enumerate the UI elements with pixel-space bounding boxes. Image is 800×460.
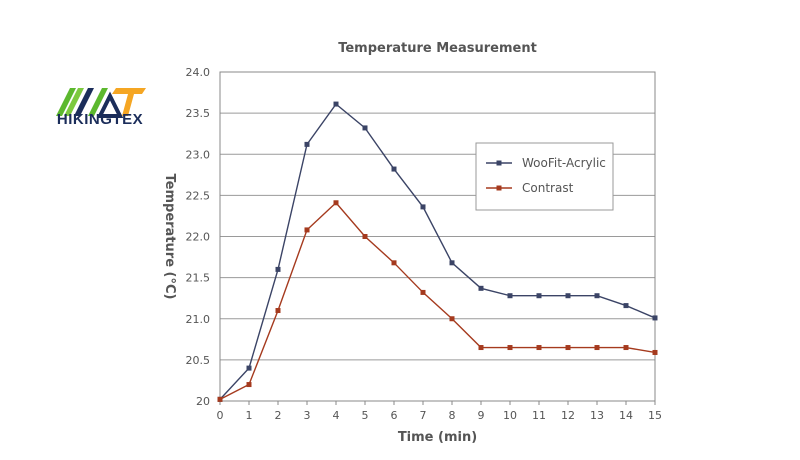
- data-point: [623, 345, 629, 351]
- x-tick-label: 15: [648, 409, 662, 422]
- data-point: [594, 293, 600, 299]
- data-point: [507, 293, 513, 299]
- data-point: [246, 382, 252, 388]
- data-point: [594, 345, 600, 351]
- legend-label: WooFit-Acrylic: [522, 156, 606, 170]
- x-tick-label: 14: [619, 409, 633, 422]
- y-tick-label: 22.5: [186, 189, 211, 202]
- data-point: [362, 125, 368, 131]
- chart-title: Temperature Measurement: [338, 41, 537, 56]
- legend-swatch-marker: [496, 185, 502, 191]
- plot-frame: [219, 71, 656, 402]
- y-tick-label: 21.0: [186, 313, 211, 326]
- x-tick-label: 10: [503, 409, 517, 422]
- hikingtex-logo-icon: [56, 88, 146, 118]
- data-point: [536, 345, 542, 351]
- data-point: [565, 345, 571, 351]
- data-point: [275, 266, 281, 272]
- data-point: [478, 285, 484, 291]
- legend-label: Contrast: [522, 181, 574, 195]
- data-point: [478, 345, 484, 351]
- x-tick-label: 5: [362, 409, 369, 422]
- data-point: [391, 166, 397, 172]
- data-point: [391, 260, 397, 266]
- y-tick-label: 23.0: [186, 148, 211, 161]
- x-tick-label: 6: [391, 409, 398, 422]
- y-axis-ticks: 20 20.5 21.0 21.5 22.0 22.5 23.0 23.5 24.0: [186, 66, 211, 408]
- data-point: [652, 349, 658, 355]
- series-1: [217, 200, 658, 402]
- data-point: [449, 260, 455, 266]
- x-tick-label: 13: [590, 409, 604, 422]
- data-point: [652, 315, 658, 321]
- x-axis-ticks: 0 1 2 3 4 5 6 7 8 9 10 11 12 13 14 15: [217, 401, 662, 422]
- series-line: [219, 103, 656, 400]
- data-point: [565, 293, 571, 299]
- data-point: [217, 396, 223, 402]
- series-layer: [217, 101, 658, 402]
- x-tick-label: 11: [532, 409, 546, 422]
- legend-swatch-marker: [496, 160, 502, 166]
- data-point: [304, 141, 310, 147]
- x-tick-label: 12: [561, 409, 575, 422]
- data-point: [420, 289, 426, 295]
- y-tick-label: 24.0: [186, 66, 211, 79]
- y-tick-label: 20.5: [186, 354, 211, 367]
- data-point: [333, 200, 339, 206]
- data-point: [420, 204, 426, 210]
- x-tick-label: 9: [478, 409, 485, 422]
- y-tick-label: 23.5: [186, 107, 211, 120]
- data-point: [333, 101, 339, 107]
- data-point: [304, 227, 310, 233]
- data-point: [275, 308, 281, 314]
- x-tick-label: 3: [304, 409, 311, 422]
- x-tick-label: 8: [449, 409, 456, 422]
- data-point: [507, 345, 513, 351]
- x-tick-label: 2: [275, 409, 282, 422]
- y-axis-title: Temperature (°C): [162, 174, 177, 300]
- data-point: [623, 303, 629, 309]
- series-line: [219, 201, 656, 400]
- data-point: [246, 365, 252, 371]
- data-point: [362, 234, 368, 239]
- legend-box: [475, 142, 614, 211]
- brand-name: HIKINGTEX: [56, 111, 144, 128]
- data-point: [536, 293, 542, 299]
- data-point: [449, 316, 455, 322]
- x-tick-label: 0: [217, 409, 224, 422]
- x-tick-label: 1: [246, 409, 253, 422]
- x-axis-title: Time (min): [398, 430, 477, 445]
- legend: WooFit-Acrylic Contrast: [475, 142, 614, 211]
- y-tick-label: 20: [196, 395, 210, 408]
- x-tick-label: 4: [333, 409, 340, 422]
- y-tick-label: 22.0: [186, 231, 211, 244]
- x-tick-label: 7: [420, 409, 427, 422]
- y-tick-label: 21.5: [186, 272, 211, 285]
